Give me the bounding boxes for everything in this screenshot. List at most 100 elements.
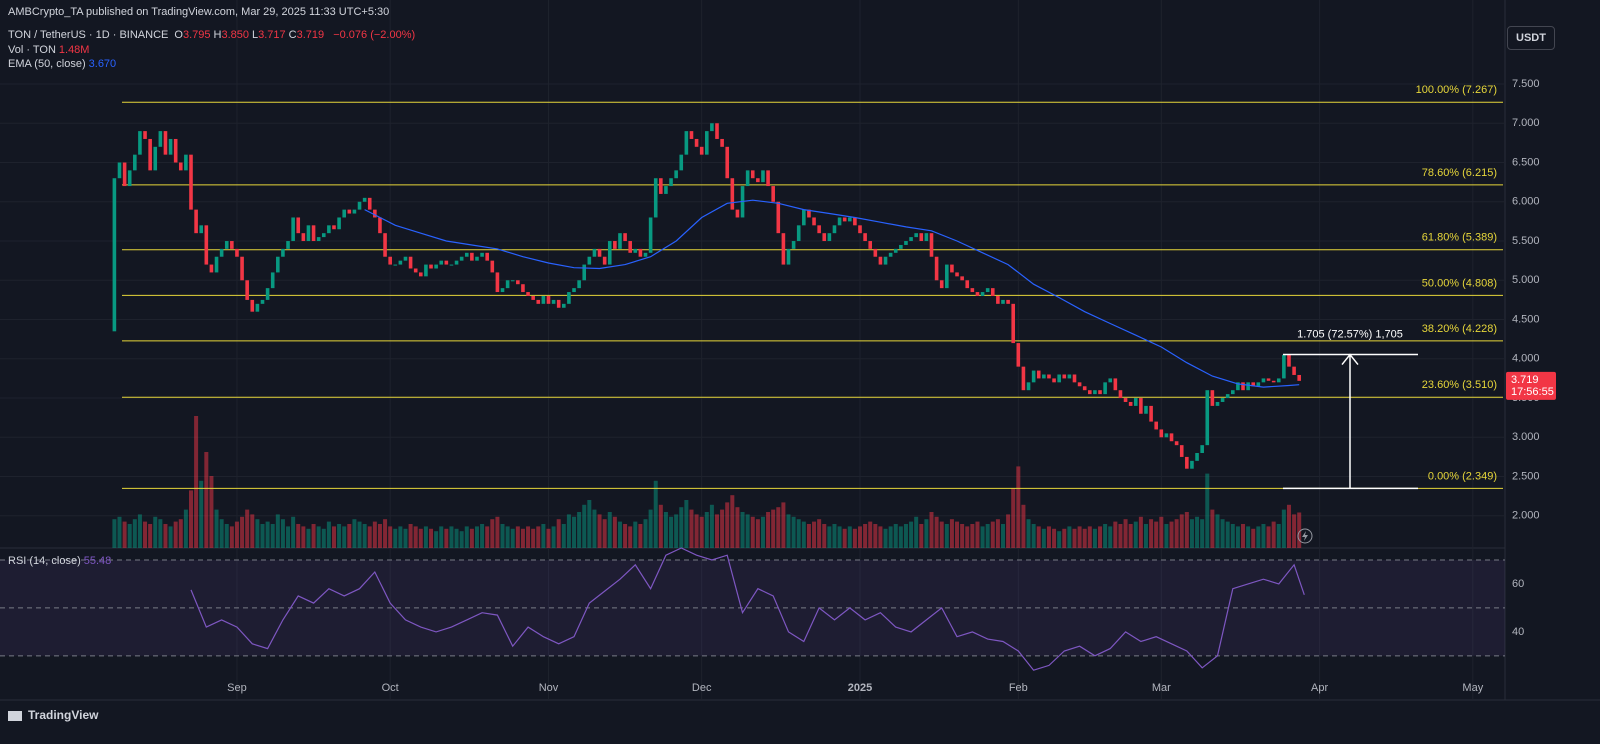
volume-bar xyxy=(556,519,561,548)
volume-bar xyxy=(602,519,607,548)
volume-bar xyxy=(352,519,357,548)
volume-bar xyxy=(158,519,163,548)
candle-body xyxy=(704,131,709,155)
candle-body xyxy=(296,217,301,234)
candle-body xyxy=(163,131,168,155)
volume-bar xyxy=(750,516,755,548)
candle-body xyxy=(1113,378,1118,391)
candle-body xyxy=(633,248,638,253)
volume-bar xyxy=(1225,521,1230,548)
candle-body xyxy=(403,256,408,261)
replay-icon[interactable] xyxy=(1297,528,1313,544)
candle-body xyxy=(567,292,571,304)
volume-bar xyxy=(643,519,648,548)
volume-bar xyxy=(730,495,735,548)
volume-bar xyxy=(623,524,628,548)
volume-bar xyxy=(699,516,704,548)
volume-bar xyxy=(883,528,888,548)
volume-bar xyxy=(735,507,740,548)
fib-label: 23.60% (3.510) xyxy=(1422,379,1497,391)
candle-body xyxy=(194,209,198,234)
candle-body xyxy=(1241,382,1245,391)
candle-body xyxy=(470,252,474,261)
y-tick-label: 5.000 xyxy=(1512,274,1540,286)
volume-bar xyxy=(704,512,709,548)
volume-bar xyxy=(970,524,975,548)
candle-body xyxy=(424,264,428,277)
volume-bar xyxy=(137,514,142,548)
volume-bar xyxy=(265,521,270,548)
candle-body xyxy=(1271,380,1276,383)
volume-bar xyxy=(903,524,908,548)
volume-bar xyxy=(663,512,668,548)
candle-body xyxy=(628,241,632,253)
candle-body xyxy=(1261,378,1266,383)
candle-body xyxy=(1016,343,1021,367)
volume-bar xyxy=(658,504,663,548)
candle-body xyxy=(173,138,178,163)
candle-body xyxy=(1047,374,1051,379)
candle-body xyxy=(352,209,357,214)
volume-bar xyxy=(934,516,939,548)
volume-bar xyxy=(536,526,541,548)
candle-body xyxy=(419,272,423,277)
volume-bar xyxy=(801,521,806,548)
candle-body xyxy=(204,225,209,265)
volume-bar xyxy=(311,524,316,548)
candle-body xyxy=(756,178,760,183)
y-tick-label: 7.500 xyxy=(1512,78,1540,90)
y-tick-label: 6.000 xyxy=(1512,196,1540,208)
volume-bar xyxy=(459,531,464,548)
y-tick-label: 4.000 xyxy=(1512,353,1540,365)
fib-label: 38.20% (4.228) xyxy=(1422,323,1497,335)
volume-bar xyxy=(112,519,117,548)
candle-body xyxy=(888,252,893,257)
candle-body xyxy=(337,217,341,230)
volume-bar xyxy=(204,452,209,548)
candle-body xyxy=(117,162,122,179)
y-tick-label: 3.000 xyxy=(1512,431,1540,443)
candle-body xyxy=(260,299,265,304)
volume-bar xyxy=(975,521,980,548)
x-tick-label: May xyxy=(1462,682,1483,694)
volume-bar xyxy=(1174,519,1179,548)
candle-body xyxy=(1297,374,1301,381)
volume-bar xyxy=(985,524,990,548)
volume-bar xyxy=(617,521,622,548)
volume-bar xyxy=(1138,516,1143,548)
volume-bar xyxy=(163,524,168,548)
volume-bar xyxy=(715,514,720,548)
candle-body xyxy=(1256,382,1261,387)
candle-body xyxy=(413,268,418,273)
candle-body xyxy=(842,217,847,222)
footer: TradingView xyxy=(28,708,99,722)
candle-body xyxy=(592,248,597,257)
volume-bar xyxy=(1271,521,1276,548)
candle-body xyxy=(1042,374,1046,379)
volume-bar xyxy=(914,516,919,548)
candle-body xyxy=(311,225,316,242)
candle-body xyxy=(235,248,239,257)
volume-bar xyxy=(1016,466,1021,548)
volume-bar xyxy=(679,507,684,548)
volume-bar xyxy=(888,526,893,548)
volume-bar xyxy=(434,531,439,548)
candle-body xyxy=(990,288,995,296)
candle-body xyxy=(199,225,204,234)
candle-body xyxy=(1011,303,1016,344)
currency-button[interactable]: USDT xyxy=(1507,26,1555,50)
candle-body xyxy=(133,154,137,171)
candle-body xyxy=(510,280,515,282)
volume-bar xyxy=(541,524,546,548)
volume-bar xyxy=(607,512,612,548)
volume-bar xyxy=(990,521,995,548)
candle-body xyxy=(388,256,392,265)
candle-body xyxy=(500,288,505,293)
candle-body xyxy=(556,299,561,308)
y-tick-label: 2.500 xyxy=(1512,470,1540,482)
candle-body xyxy=(255,303,260,312)
volume-bar xyxy=(1281,509,1286,548)
volume-bar xyxy=(842,528,847,548)
ohlc-label: C xyxy=(288,29,297,41)
candle-body xyxy=(909,237,913,242)
